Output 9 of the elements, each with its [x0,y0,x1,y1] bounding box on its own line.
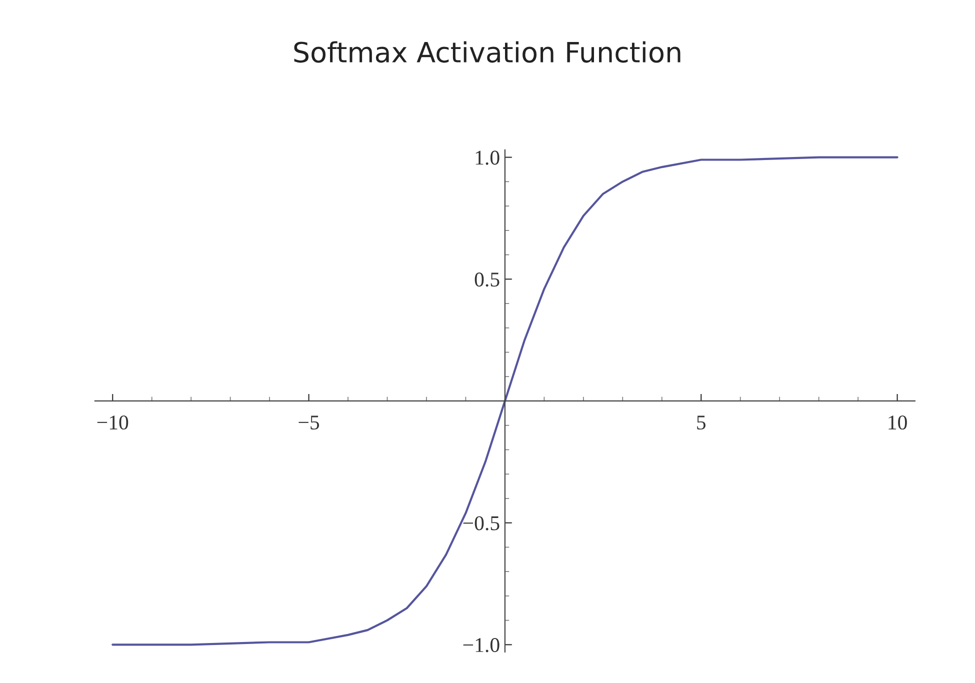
x-tick-label: 10 [888,415,907,430]
y-tick-label: −0.5 [463,516,500,530]
y-tick-label: −1.0 [463,638,500,652]
y-tick-label: 1.0 [476,150,500,165]
x-tick-label: −10 [97,415,128,430]
x-tick-label: 5 [697,416,706,430]
chart-title: Softmax Activation Function [294,41,680,63]
x-tick-label: −5 [298,416,320,430]
y-tick-label: 0.5 [474,272,500,287]
